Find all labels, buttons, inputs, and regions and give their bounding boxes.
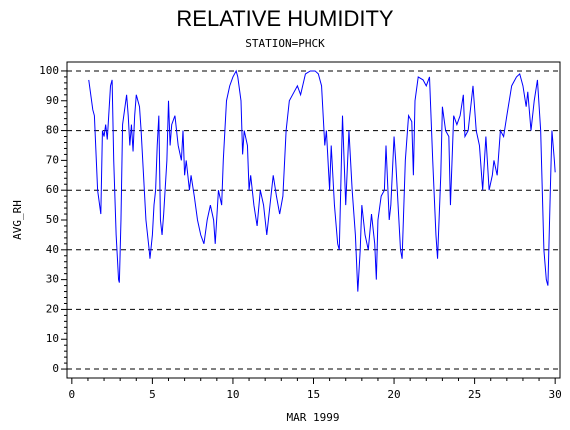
y-tick-label: 100 [39, 64, 59, 77]
y-tick-label: 70 [46, 153, 59, 166]
x-tick-label: 15 [307, 388, 320, 401]
y-tick-label: 60 [46, 183, 59, 196]
x-tick-label: 0 [69, 388, 76, 401]
y-tick-label: 80 [46, 124, 59, 137]
data-line [88, 69, 556, 292]
x-tick-label: 5 [149, 388, 156, 401]
y-tick-label: 20 [46, 302, 59, 315]
y-tick-label: 10 [46, 332, 59, 345]
plot-frame [66, 61, 561, 379]
x-axis-label: MAR 1999 [287, 411, 340, 424]
x-tick-label: 20 [387, 388, 400, 401]
y-axis-label: AVG_RH [11, 200, 24, 240]
x-tick-label: 10 [226, 388, 239, 401]
y-tick-label: 0 [52, 362, 59, 375]
chart-subtitle: STATION=PHCK [245, 37, 325, 50]
y-tick-label: 90 [46, 94, 59, 107]
chart-title: RELATIVE HUMIDITY [176, 6, 394, 31]
x-tick-label: 25 [468, 388, 481, 401]
y-tick-label: 30 [46, 273, 59, 286]
x-tick-label: 30 [549, 388, 562, 401]
y-tick-label: 40 [46, 243, 59, 256]
y-tick-label: 50 [46, 213, 59, 226]
